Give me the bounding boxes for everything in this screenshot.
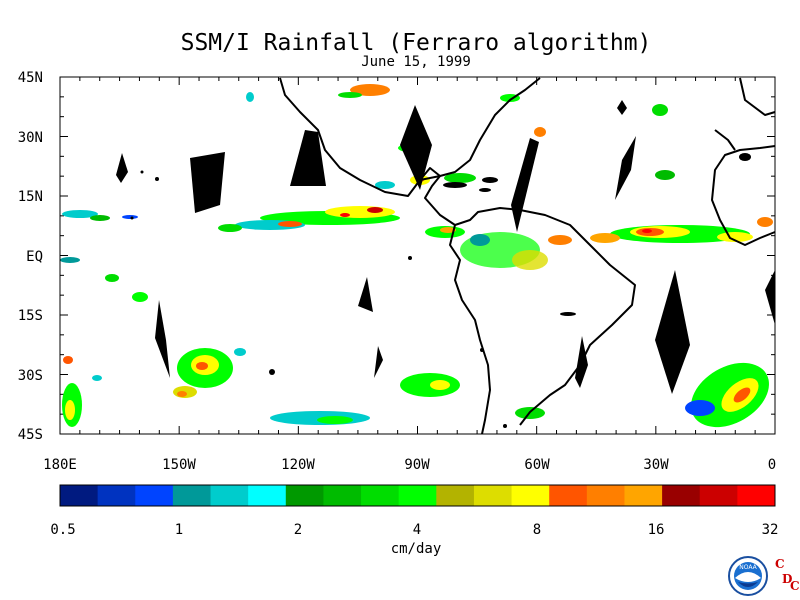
lon-labels: 180E 150W 120W 90W 60W 30W 0: [43, 457, 776, 473]
rain-band-west-pacific: [60, 210, 148, 302]
cdc-letter: C: [790, 579, 800, 593]
cdc-letter: C: [775, 557, 785, 571]
lat-label: 45S: [18, 427, 43, 443]
colorbar-swatch: [473, 485, 513, 506]
lon-label: 180E: [43, 457, 77, 473]
rain-south-atlantic-storm: [685, 362, 769, 428]
colorbar-unit-label: cm/day: [390, 541, 442, 557]
colorbar-tick-label: 1: [175, 522, 183, 538]
colorbar-swatch: [248, 485, 287, 506]
lat-label: 15S: [18, 308, 43, 324]
lat-label: EQ: [26, 249, 43, 265]
rain-amazon: [460, 232, 572, 270]
lat-label: 45N: [18, 70, 43, 86]
colorbar-tick-label: 4: [413, 522, 421, 538]
colorbar-swatch: [323, 485, 362, 506]
colorbar-tick-label: 16: [648, 522, 665, 538]
lat-labels: 45N 30N 15N EQ 15S 30S 45S: [18, 70, 43, 443]
colorbar-tick-label: 8: [533, 522, 541, 538]
rain-band-pacific-itcz: [218, 206, 400, 232]
lon-label: 90W: [404, 457, 430, 473]
lon-label: 0: [768, 457, 776, 473]
coastlines: [279, 77, 776, 435]
coastline-north-america: [279, 77, 521, 226]
colorbar-swatch: [361, 485, 400, 506]
colorbar-swatch: [624, 485, 663, 506]
missing-data-swaths: [116, 100, 775, 394]
coastline-greenland: [714, 129, 736, 151]
colorbar-tick-labels: 0.5 1 2 4 8 16 32: [50, 522, 778, 538]
coastline-gulf-us: [419, 77, 541, 181]
rain-south-pacific: [92, 348, 246, 398]
coastline-europe-africa: [711, 77, 776, 246]
lon-label: 120W: [281, 457, 315, 473]
colorbar-swatch: [60, 485, 99, 506]
map-title: SSM/I Rainfall (Ferraro algorithm): [180, 30, 652, 56]
colorbar: [60, 485, 776, 506]
colorbar-swatch: [285, 485, 324, 506]
lon-label: 30W: [643, 457, 669, 473]
colorbar-swatch: [662, 485, 701, 506]
colorbar-swatch: [699, 485, 738, 506]
coastline-south-america: [449, 209, 636, 435]
colorbar-swatch: [436, 485, 475, 506]
cdc-letter: D: [782, 572, 792, 586]
colorbar-swatch: [586, 485, 625, 506]
colorbar-swatch: [172, 485, 212, 506]
rain-band-atlantic-itcz: [590, 217, 773, 243]
colorbar-frame: [59, 484, 776, 507]
colorbar-swatch: [97, 485, 136, 506]
colorbar-swatch: [549, 485, 588, 506]
lat-label: 30N: [18, 130, 43, 146]
noaa-cdc-logo: NOAA C D C: [728, 556, 800, 596]
colorbar-swatch: [210, 485, 249, 506]
map-subtitle: June 15, 1999: [361, 54, 471, 70]
colorbar-swatch: [511, 485, 550, 506]
colorbar-tick-label: 32: [762, 522, 779, 538]
colorbar-swatch: [135, 485, 174, 506]
lon-label: 150W: [162, 457, 196, 473]
map-frame: [59, 76, 776, 435]
lat-label: 30S: [18, 368, 43, 384]
colorbar-tick-label: 0.5: [50, 522, 75, 538]
rain-south-band: [62, 356, 545, 427]
colorbar-swatch: [398, 485, 437, 506]
colorbar-tick-label: 2: [294, 522, 302, 538]
noaa-text: NOAA: [739, 564, 757, 571]
lat-label: 15N: [18, 189, 43, 205]
lon-label: 60W: [524, 457, 550, 473]
colorbar-swatch: [737, 485, 776, 506]
islands: [130, 153, 751, 428]
